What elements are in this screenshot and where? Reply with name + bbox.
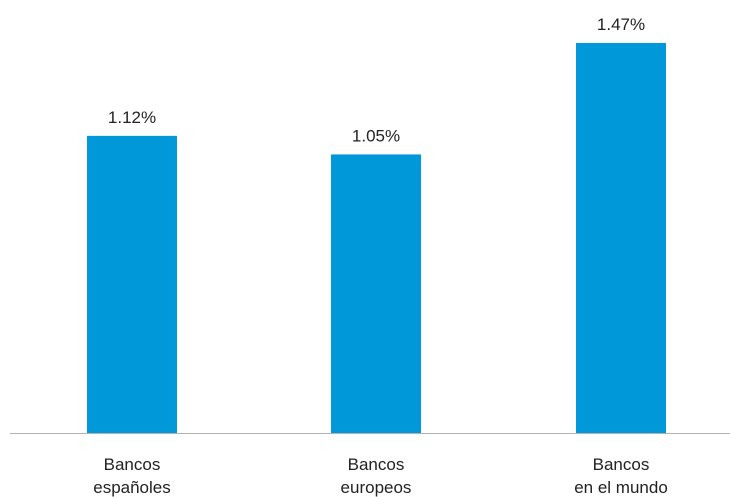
bar-3 [576, 43, 666, 433]
bar-2 [331, 154, 421, 433]
value-labels-group: 1.12% 1.05% 1.47% [108, 15, 645, 145]
category-labels-group: Bancos españoles Bancos europeos Bancos en el… [93, 455, 668, 497]
category-label-1: Bancos españoles [93, 455, 171, 497]
data-label-2: 1.05% [352, 126, 400, 145]
bar-1 [87, 135, 177, 433]
category-label-3: Bancos en el mundo [574, 455, 668, 497]
bars-group [87, 43, 666, 433]
category-label-2: Bancos europeos [341, 455, 412, 497]
data-label-1: 1.12% [108, 108, 156, 127]
data-label-3: 1.47% [597, 15, 645, 34]
